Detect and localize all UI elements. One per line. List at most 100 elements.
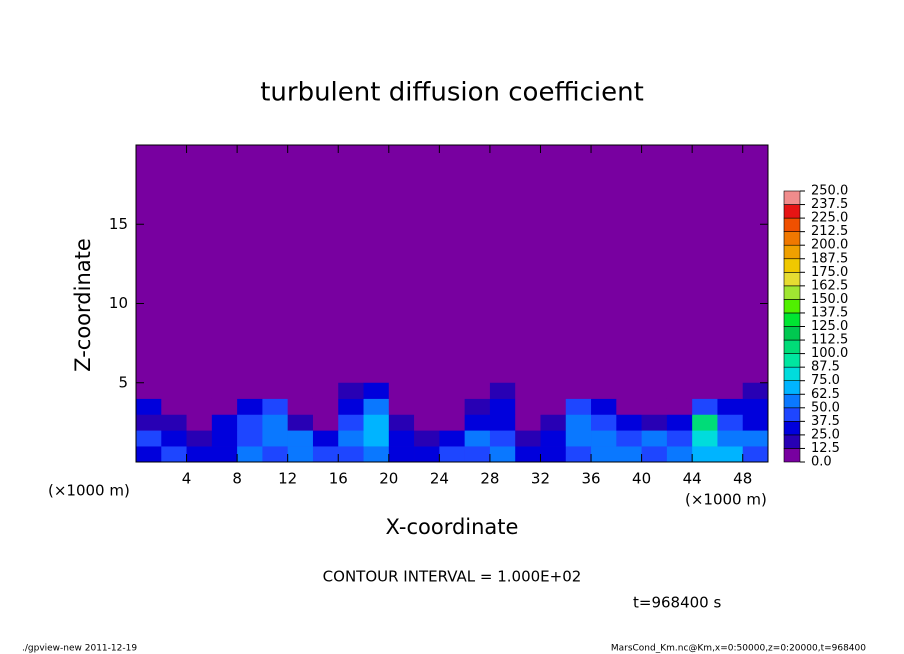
- y-axis-label: Z-coordinate: [71, 238, 95, 372]
- field-cell: [641, 398, 668, 415]
- field-cell: [515, 398, 541, 415]
- field-cell: [641, 446, 668, 463]
- field-cell: [262, 446, 288, 463]
- footer-right: MarsCond_Km.nc@Km,x=0:50000,z=0:20000,t=…: [611, 644, 866, 654]
- field-cell: [136, 430, 162, 447]
- field-cell: [540, 446, 567, 463]
- colorbar-label: 112.5: [811, 333, 848, 348]
- colorbar-swatch: [783, 380, 801, 395]
- field-cell: [439, 430, 465, 447]
- field-cell: [363, 446, 390, 463]
- field-cell: [388, 398, 415, 415]
- field-cell: [338, 398, 364, 415]
- field-cell: [338, 414, 364, 431]
- colorbar-swatch: [783, 258, 801, 273]
- colorbar-label: 237.5: [811, 197, 848, 212]
- colorbar-label: 137.5: [811, 305, 848, 320]
- colorbar-label: 50.0: [811, 400, 840, 415]
- field-cell: [742, 446, 769, 463]
- field-cell: [692, 414, 718, 431]
- field-cell: [641, 382, 668, 399]
- field-cell: [439, 382, 465, 399]
- x-tick-label: 36: [581, 470, 600, 488]
- colorbar-swatch: [783, 285, 801, 300]
- field-cell: [186, 398, 213, 415]
- colorbar-swatch: [783, 393, 801, 409]
- field-cell: [464, 430, 491, 447]
- field-cell: [666, 382, 693, 399]
- colorbar-label: 175.0: [811, 265, 848, 280]
- field-cell: [287, 398, 314, 415]
- y-unit: (×1000 m): [48, 482, 130, 500]
- field-cell: [338, 430, 364, 447]
- field-cell: [489, 382, 516, 399]
- chart-title: turbulent diffusion coefficient: [260, 78, 644, 108]
- field-cell: [591, 414, 617, 431]
- colorbar-label: 0.0: [811, 455, 832, 470]
- colorbar-label: 100.0: [811, 346, 848, 361]
- colorbar-swatch: [783, 271, 801, 287]
- field-cell: [591, 430, 617, 447]
- field-cell: [616, 430, 642, 447]
- field-cell: [211, 430, 238, 447]
- colorbar-swatch: [783, 204, 801, 219]
- colorbar-swatch: [783, 434, 801, 449]
- field-cell: [237, 414, 263, 431]
- field-cell: [388, 414, 415, 431]
- field-cell: [287, 414, 314, 431]
- colorbar-label: 62.5: [811, 387, 840, 402]
- field-cell: [565, 382, 592, 399]
- field-cell: [742, 414, 769, 431]
- field-cell: [616, 414, 642, 431]
- field-cell: [136, 414, 162, 431]
- field-cell: [161, 414, 187, 431]
- field-cell: [414, 398, 440, 415]
- field-cell: [161, 382, 187, 399]
- field-cell: [464, 414, 491, 431]
- colorbar-label: 75.0: [811, 373, 840, 388]
- field-cell: [641, 414, 668, 431]
- field-cell: [388, 430, 415, 447]
- field-cell: [211, 414, 238, 431]
- colorbar-swatch: [783, 448, 801, 463]
- field-cell: [464, 382, 491, 399]
- field-cell: [312, 430, 339, 447]
- field-cell: [717, 446, 744, 463]
- field-cell: [464, 446, 491, 463]
- field-cell: [338, 446, 364, 463]
- colorbar-label: 250.0: [811, 184, 848, 199]
- colorbar-label: 150.0: [811, 292, 848, 307]
- field-cell: [414, 382, 440, 399]
- field-cell: [540, 414, 567, 431]
- colorbar-label: 37.5: [811, 414, 840, 429]
- field-cell: [338, 382, 364, 399]
- field-cell: [616, 446, 642, 463]
- field-cell: [439, 446, 465, 463]
- field-cell: [540, 382, 567, 399]
- x-tick-label: 16: [329, 470, 348, 488]
- y-tick-label: 10: [109, 294, 128, 312]
- field-cell: [692, 382, 718, 399]
- field-cell: [565, 446, 592, 463]
- x-tick-label: 20: [379, 470, 398, 488]
- field-cell: [515, 414, 541, 431]
- field-cell: [717, 414, 744, 431]
- colorbar-label: 12.5: [811, 441, 840, 456]
- colorbar-swatch: [783, 190, 801, 205]
- field-cell: [363, 414, 390, 431]
- colorbar-swatch: [783, 366, 801, 381]
- field-cell: [489, 414, 516, 431]
- field-cell: [692, 430, 718, 447]
- colorbar-label: 87.5: [811, 360, 840, 375]
- x-tick-label: 40: [632, 470, 651, 488]
- field-cell: [414, 446, 440, 463]
- colorbar-label: 162.5: [811, 278, 848, 293]
- field-cell: [262, 398, 288, 415]
- field-cell: [565, 414, 592, 431]
- field-cell: [136, 398, 162, 415]
- field-cell: [388, 446, 415, 463]
- colorbar-swatch: [783, 231, 801, 246]
- field-cell: [312, 446, 339, 463]
- x-tick-label: 12: [278, 470, 297, 488]
